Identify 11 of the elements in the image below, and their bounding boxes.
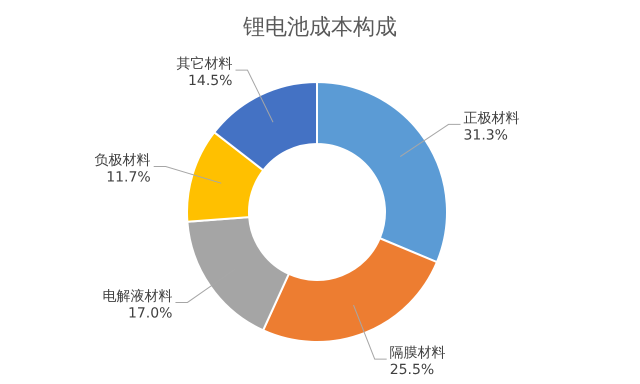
chart-title: 锂电池成本构成 [242, 15, 397, 40]
slice-label: 其它材料 [176, 56, 232, 72]
slice-label: 负极材料 [94, 152, 151, 168]
slice-label: 正极材料 [464, 110, 520, 126]
slice-label: 电解液材料 [102, 288, 172, 304]
data-label: 11.7% [106, 169, 151, 186]
slice-label: 隔膜材料 [390, 345, 446, 362]
data-label: 25.5% [390, 362, 434, 378]
data-label: 17.0% [128, 305, 172, 322]
data-label: 14.5% [188, 73, 232, 90]
data-label: 31.3% [464, 127, 508, 144]
